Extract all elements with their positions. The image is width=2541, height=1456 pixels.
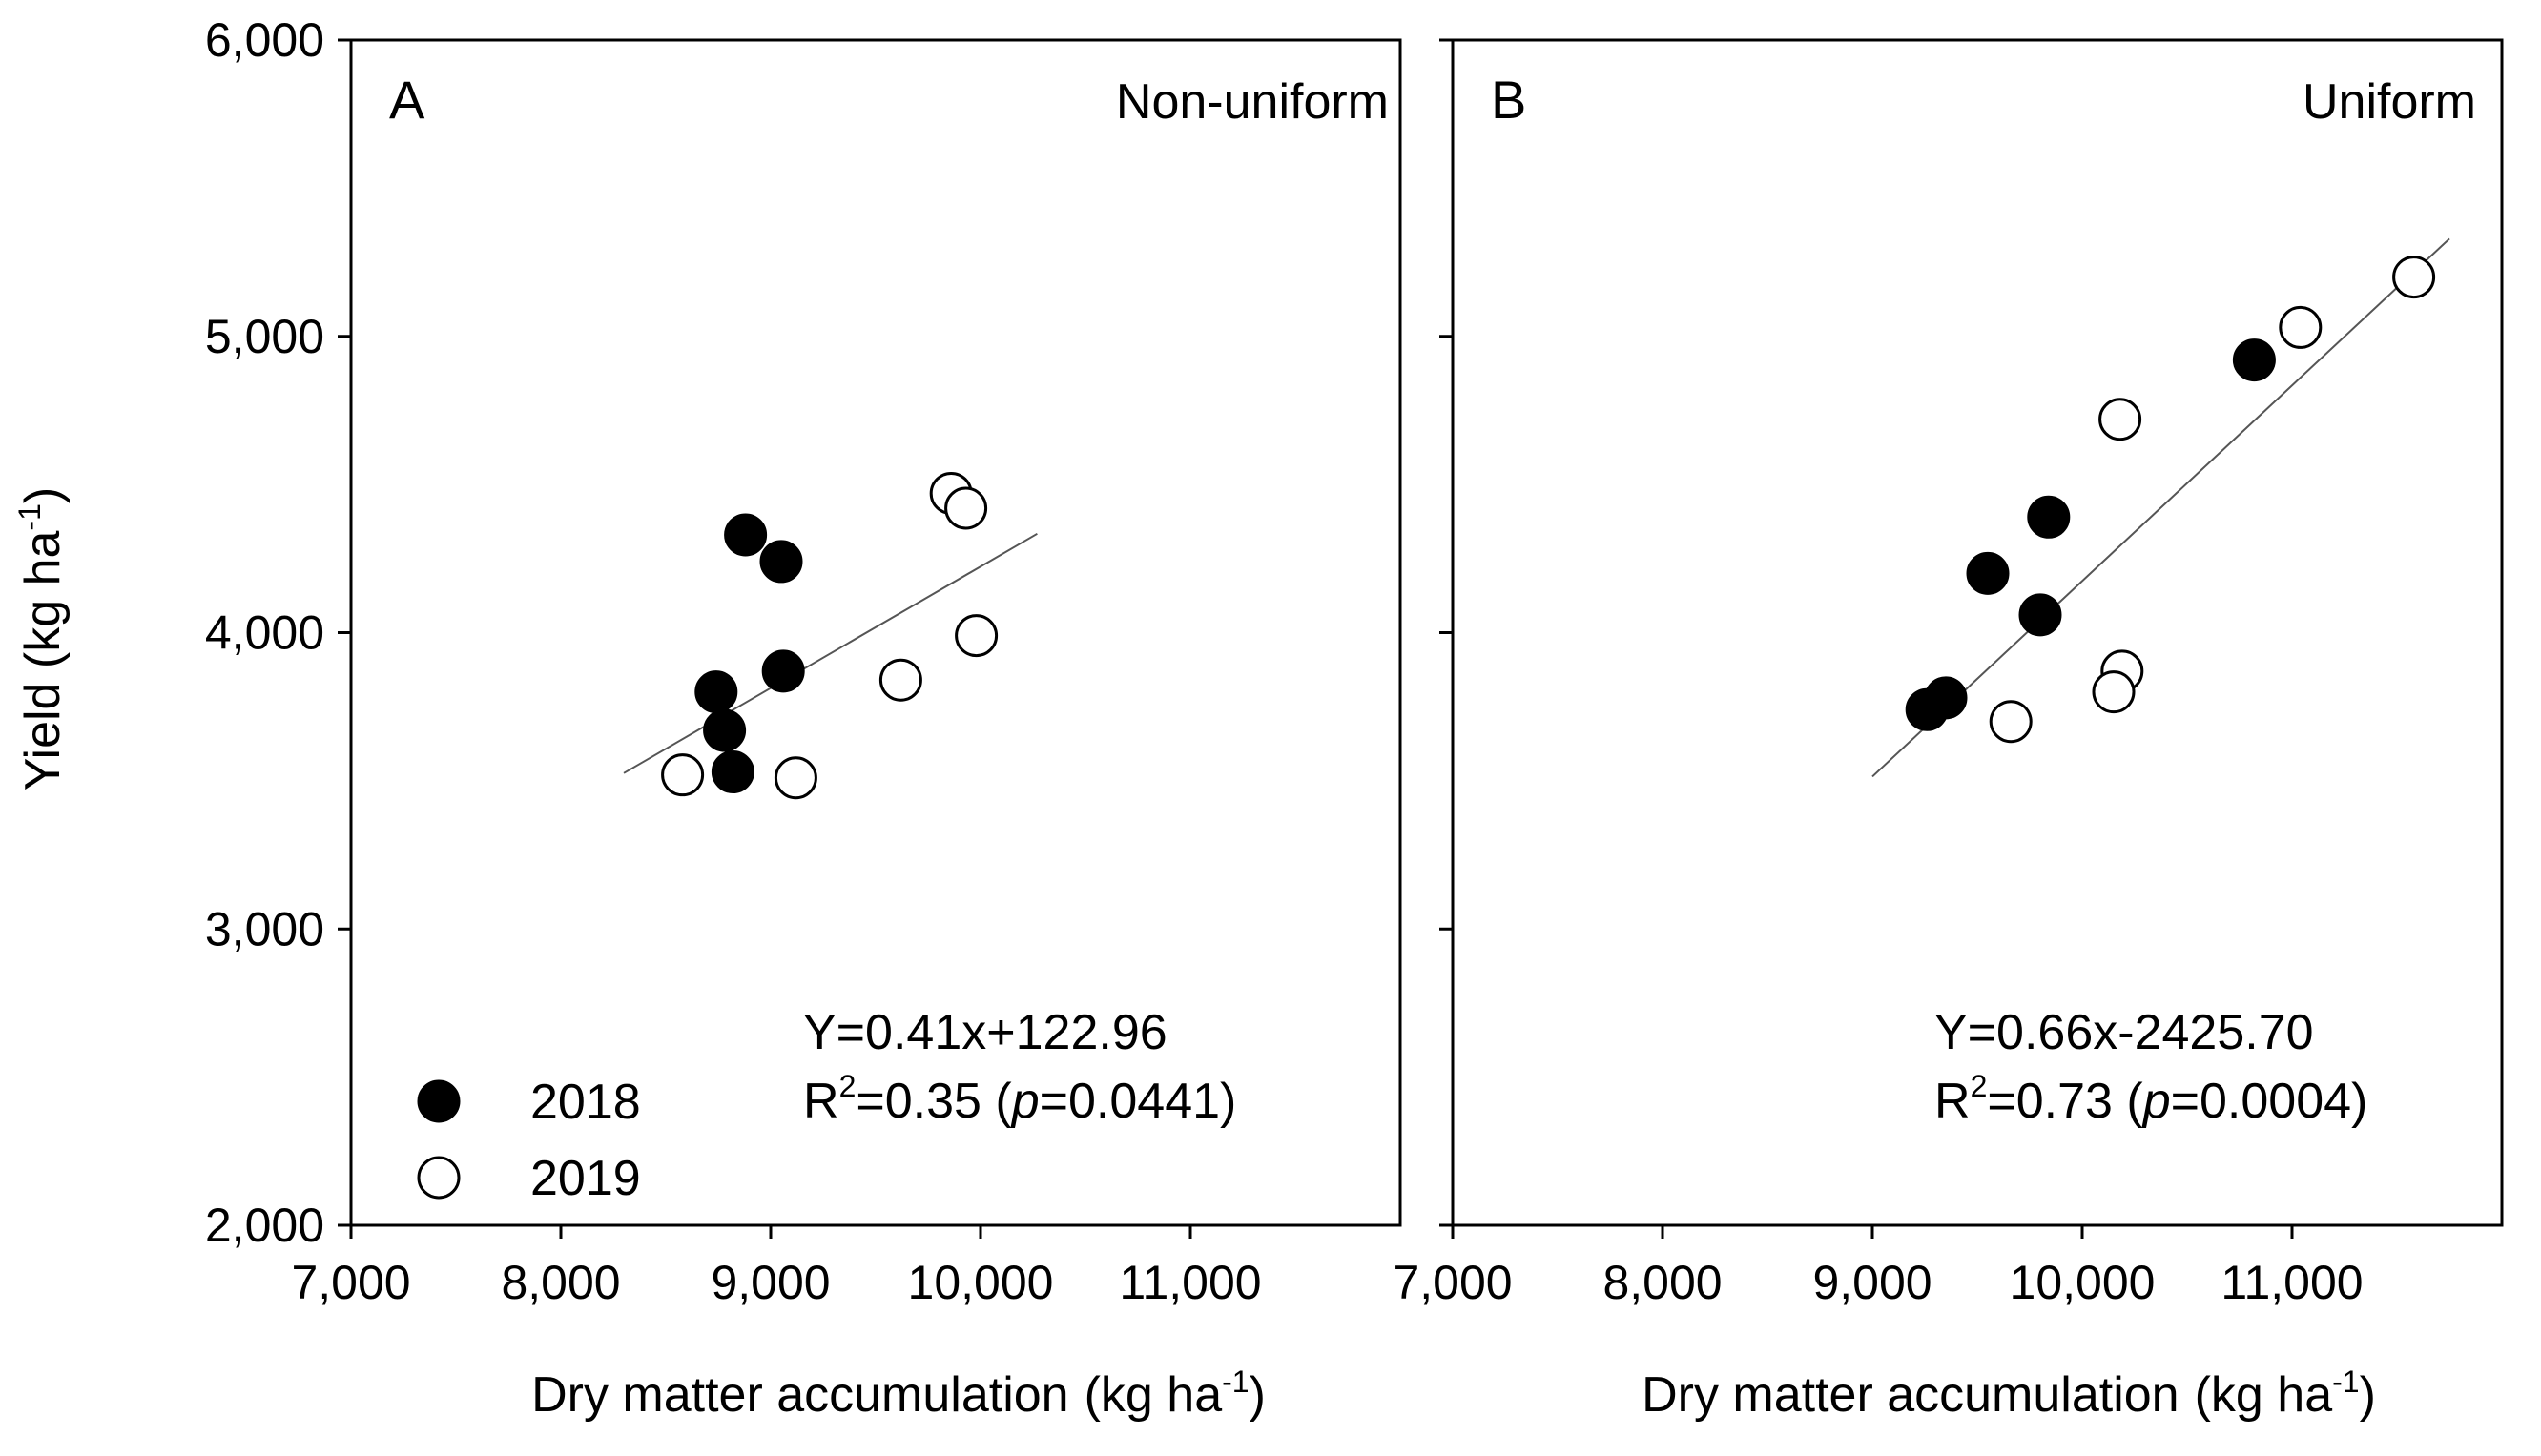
panel-a-point-2019 [774, 756, 817, 800]
panel-b-letter: B [1491, 70, 1526, 130]
panel-a-point-2019 [661, 753, 705, 797]
panel-a-x-ticks: 7,000 8,000 9,000 10,000 11,000 [291, 1225, 1262, 1309]
panel-a-point-2019 [878, 658, 922, 702]
panel-a-x-tick-label: 11,000 [1119, 1256, 1261, 1309]
panel-a-regression-line [623, 532, 1038, 774]
panel-b-x-axis-title: Dry matter accumulation (kg ha-1) [1642, 1364, 2376, 1423]
y-tick-label: 2,000 [205, 1199, 324, 1252]
legend-label-2018: 2018 [530, 1075, 641, 1130]
panel-b-x-tick-label: 9,000 [1812, 1256, 1932, 1309]
legend-label-2019: 2019 [530, 1151, 641, 1206]
panel-a-r2: R2=0.35 (p=0.0441) [803, 1069, 1236, 1129]
panel-a-title: Non-uniform [1116, 74, 1389, 130]
panel-a-x-tick-label: 8,000 [501, 1256, 620, 1309]
panel-a-point-2018 [694, 670, 738, 714]
panel-a-point-2018 [703, 708, 747, 752]
panel-a-point-2019 [944, 486, 988, 530]
panel-b-r2: R2=0.73 (p=0.0004) [1934, 1069, 2367, 1129]
y-axis-title: Yield (kg ha-1) [12, 487, 71, 790]
panel-b-point-2019 [1989, 700, 2033, 744]
panel-b-x-tick-label: 7,000 [1393, 1256, 1512, 1309]
panel-a-point-2019 [955, 614, 999, 658]
legend-marker-2019 [417, 1156, 461, 1200]
panel-a-x-axis-title: Dry matter accumulation (kg ha-1) [531, 1364, 1266, 1423]
panel-b-point-2018 [2027, 495, 2071, 539]
panel-a-equation: Y=0.41x+122.96 [803, 1005, 1167, 1060]
legend: 2018 2019 [417, 1075, 641, 1206]
panel-b-point-2019 [2392, 256, 2436, 299]
panel-b-point-2019 [2098, 398, 2142, 441]
y-tick-label: 3,000 [205, 902, 324, 955]
panel-a-letter: A [389, 70, 425, 130]
panel-a-point-2018 [759, 540, 803, 584]
legend-marker-2018 [417, 1079, 461, 1123]
y-tick-label: 5,000 [205, 310, 324, 363]
panel-a: A Non-uniform 2,0003,0004,0005,0006,000 … [205, 13, 1402, 1423]
panel-b-title: Uniform [2303, 74, 2476, 130]
panel-b-fit [1871, 237, 2450, 778]
panel-b-y-ticks [1439, 38, 1453, 1227]
panel-b-x-tick-label: 11,000 [2221, 1256, 2363, 1309]
panel-b: B Uniform 7,000 8,000 9,000 10,000 11,000 Y=… [1393, 38, 2504, 1423]
panel-b-point-2018 [1966, 551, 2010, 595]
panel-a-point-2018 [724, 513, 768, 557]
panel-a-x-tick-label: 9,000 [711, 1256, 830, 1309]
panel-a-fit [623, 532, 1038, 774]
panel-b-regression-line [1871, 237, 2450, 778]
panel-a-y-ticks: 2,000 3,000 4,000 5,000 6,000 [205, 13, 351, 1252]
panel-b-point-2018 [2018, 593, 2062, 637]
panel-b-point-2018 [1905, 687, 1949, 731]
panel-b-x-tick-label: 8,000 [1602, 1256, 1722, 1309]
panel-a-point-2018 [761, 649, 805, 693]
panel-a-points [661, 471, 999, 800]
panel-a-point-2018 [711, 750, 754, 794]
panel-b-x-tick-label: 10,000 [2010, 1256, 2156, 1309]
panel-a-x-tick-label: 7,000 [291, 1256, 410, 1309]
panel-b-x-ticks: 7,000 8,000 9,000 10,000 11,000 [1393, 1225, 2364, 1309]
panel-b-points [1905, 256, 2436, 744]
y-tick-label: 4,000 [205, 606, 324, 660]
panel-b-equation: Y=0.66x-2425.70 [1934, 1005, 2314, 1060]
panel-b-point-2018 [2232, 338, 2276, 382]
y-tick-label: 6,000 [205, 13, 324, 67]
panel-b-point-2019 [2092, 670, 2136, 714]
panel-b-point-2019 [2279, 305, 2323, 349]
panel-a-x-tick-label: 10,000 [908, 1256, 1054, 1309]
